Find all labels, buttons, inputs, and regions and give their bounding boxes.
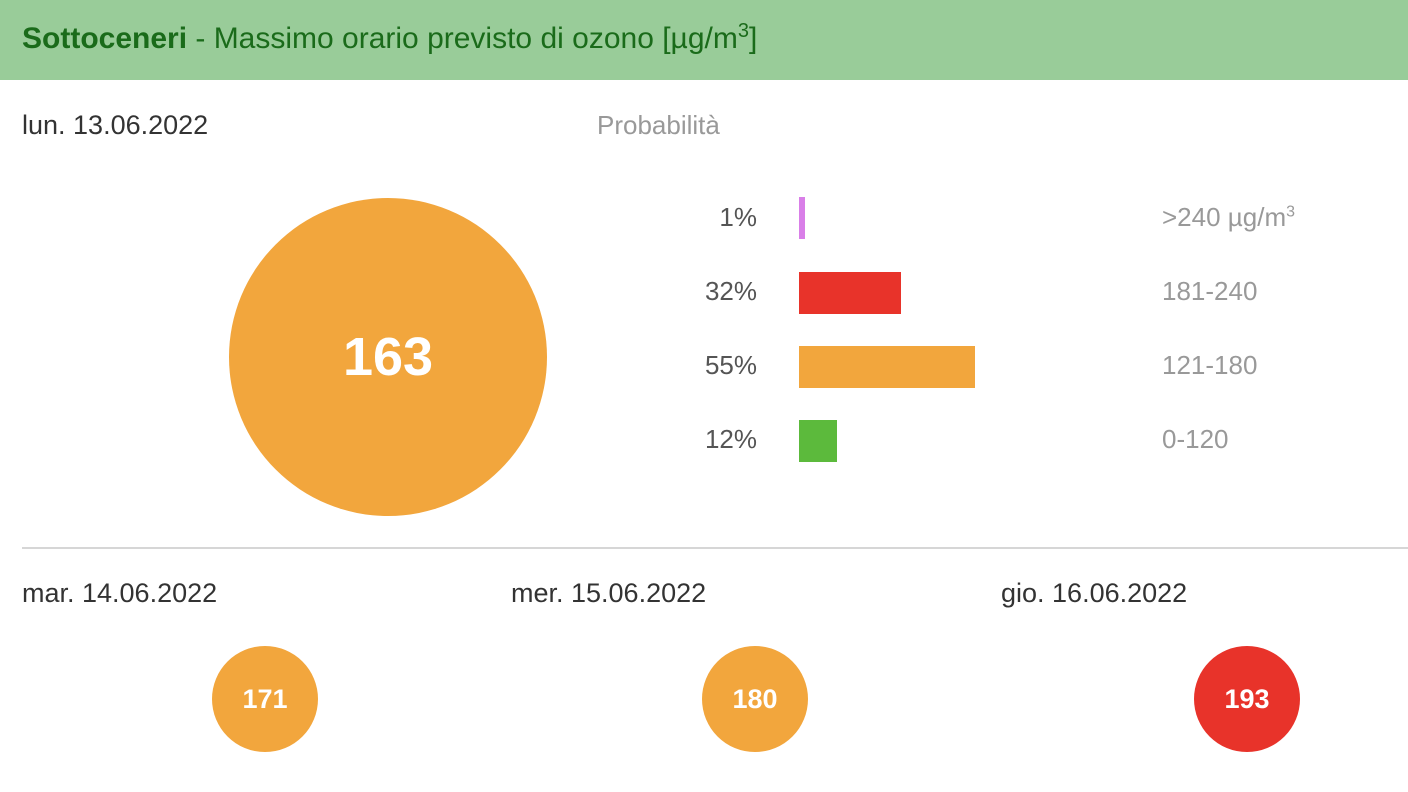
probability-bar bbox=[799, 197, 805, 239]
today-value-circle: 163 bbox=[229, 198, 547, 516]
forecast-value-circle: 171 bbox=[212, 646, 318, 752]
header-bar: Sottoceneri - Massimo orario previsto di… bbox=[0, 0, 1408, 80]
title-close: ] bbox=[748, 22, 758, 55]
probability-percent: 32% bbox=[704, 276, 757, 306]
forecast-date: gio. 16.06.2022 bbox=[1001, 578, 1188, 608]
title-unit-exponent: 3 bbox=[737, 20, 749, 42]
probability-range: 181-240 bbox=[1162, 276, 1258, 306]
today-date: lun. 13.06.2022 bbox=[22, 110, 209, 140]
probability-range: >240 µg/m3 bbox=[1162, 202, 1296, 232]
probability-range: 121-180 bbox=[1162, 350, 1258, 380]
region-name: Sottoceneri bbox=[22, 22, 188, 55]
probability-title: Probabilità bbox=[597, 110, 720, 140]
forecast-value: 171 bbox=[242, 683, 288, 714]
forecast-date: mer. 15.06.2022 bbox=[511, 578, 707, 608]
forecast-value-circle: 193 bbox=[1194, 646, 1300, 752]
title-text: - Massimo orario previsto di ozono [µg/m bbox=[187, 22, 738, 55]
forecast-value: 180 bbox=[732, 683, 778, 714]
probability-percent: 1% bbox=[719, 202, 757, 232]
today-value: 163 bbox=[342, 327, 434, 387]
section-divider bbox=[22, 547, 1408, 549]
probability-bar bbox=[799, 272, 901, 314]
forecast-date: mar. 14.06.2022 bbox=[22, 578, 218, 608]
probability-bar bbox=[799, 346, 975, 388]
forecast-value: 193 bbox=[1224, 683, 1270, 714]
probability-bar bbox=[799, 420, 837, 462]
probability-percent: 12% bbox=[704, 424, 757, 454]
probability-range: 0-120 bbox=[1162, 424, 1229, 454]
page-title: Sottoceneri - Massimo orario previsto di… bbox=[22, 20, 757, 56]
forecast-value-circle: 180 bbox=[702, 646, 808, 752]
probability-percent: 55% bbox=[704, 350, 757, 380]
